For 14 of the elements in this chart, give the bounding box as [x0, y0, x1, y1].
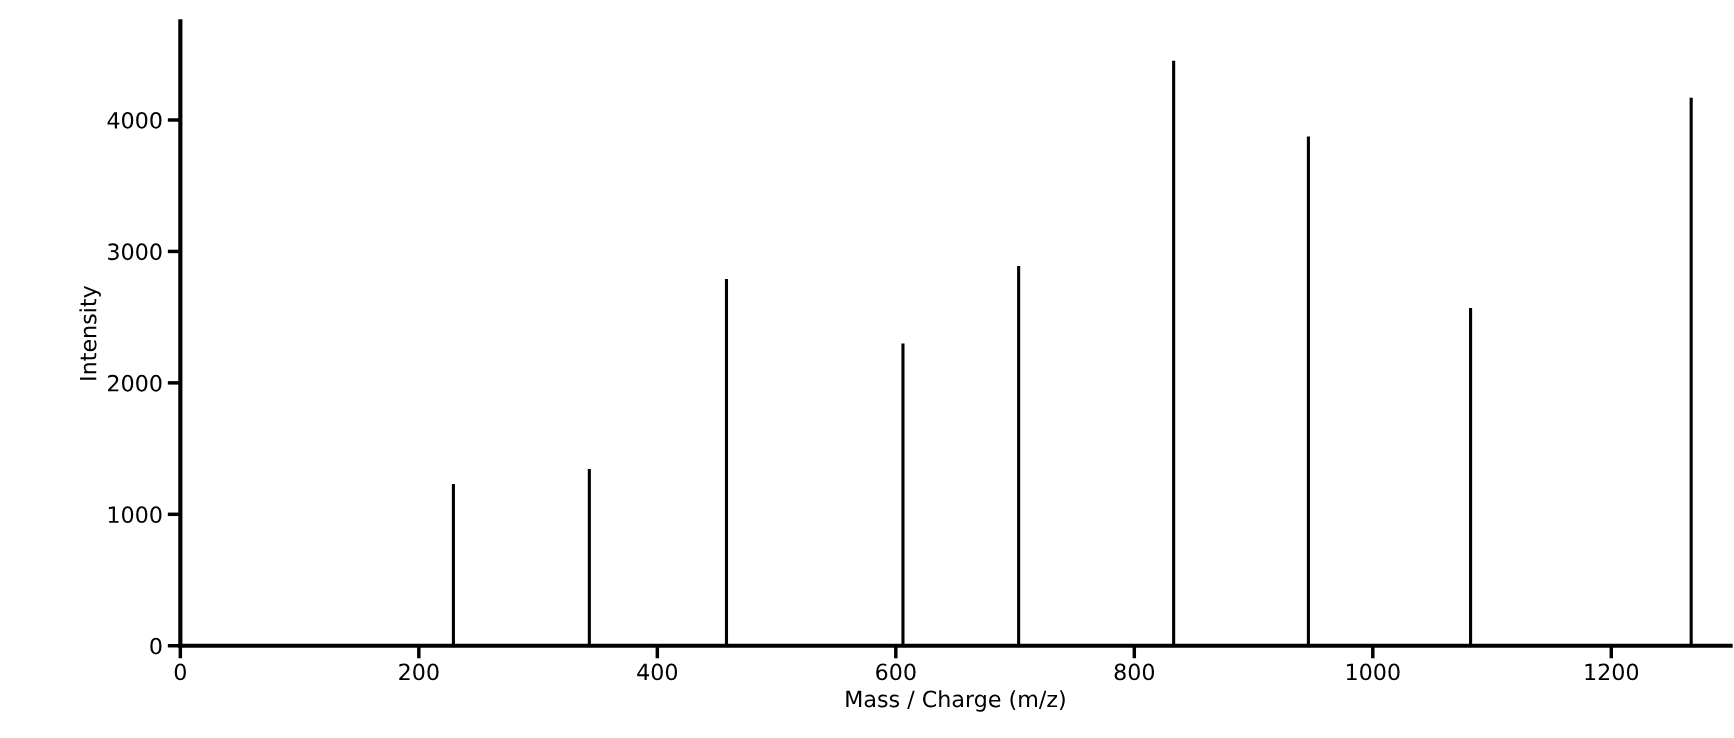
y-tick-label: 4000 — [107, 111, 162, 129]
y-tick-label: 3000 — [108, 243, 162, 261]
x-axis-title: Mass / Charge (m/z) — [846, 690, 1065, 712]
x-tick-label: 600 — [876, 663, 916, 681]
y-tick-label: 1000 — [108, 506, 162, 524]
x-tick-label: 400 — [637, 663, 678, 681]
x-tick-label: 1200 — [1585, 663, 1639, 681]
x-tick-label: 1000 — [1346, 663, 1400, 681]
x-tick-label: 0 — [174, 663, 186, 681]
x-tick-label: 800 — [1114, 663, 1155, 681]
y-axis-title: Intensity — [79, 285, 101, 380]
x-tick-label: 200 — [399, 663, 439, 681]
y-tick-label: 2000 — [108, 374, 162, 392]
y-tick-label: 0 — [150, 637, 162, 655]
